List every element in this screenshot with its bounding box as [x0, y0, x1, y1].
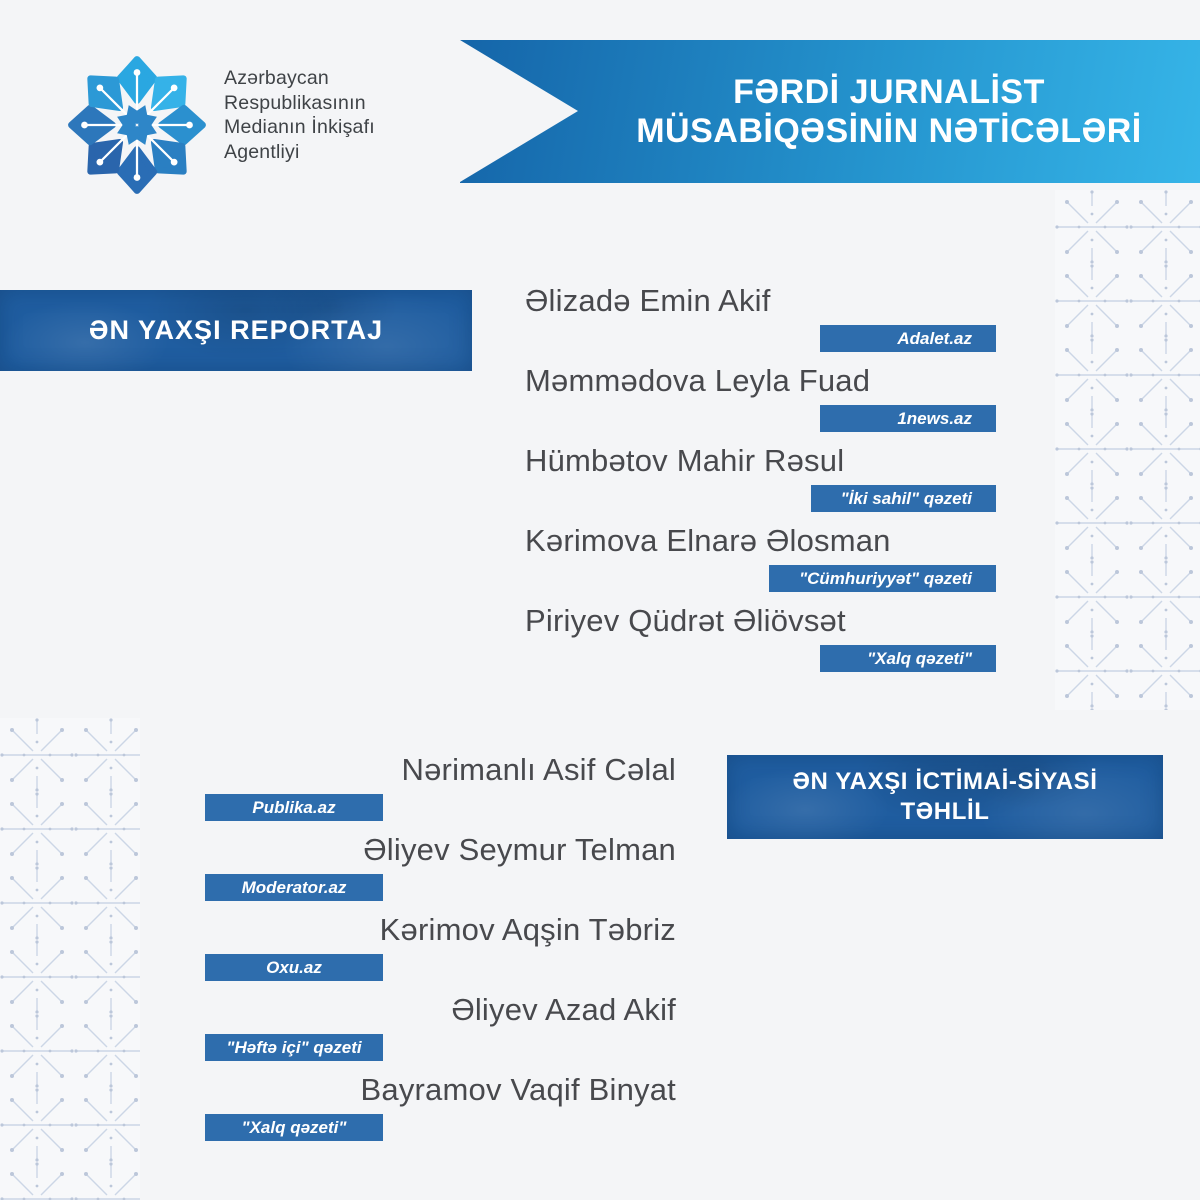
list-item: Kərimova Elnarə Əlosman "Cümhuriyyət" qə…: [525, 521, 996, 601]
winner-name: Əliyev Azad Akif: [451, 992, 676, 1027]
outlet-name: "Xalq qəzeti": [241, 1117, 347, 1137]
winner-name: Nərimanlı Asif Cəlal: [401, 752, 676, 787]
winner-name: Bayramov Vaqif Binyat: [360, 1072, 676, 1107]
poster-title: FƏRDİ JURNALİST MÜSABİQƏSİNİN NƏTİCƏLƏRİ: [636, 73, 1142, 151]
section-label: ƏN YAXŞI İCTİMAİ-SİYASİ TƏHLİL: [792, 767, 1097, 827]
winner-name: Əliyev Seymur Telman: [363, 832, 676, 867]
outlet-badge: "Cümhuriyyət" qəzeti: [769, 565, 996, 592]
outlet-name: "İki sahil" qəzeti: [840, 488, 972, 508]
winner-name: Piriyev Qüdrət Əliövsət: [525, 603, 846, 638]
reportaj-winner-list: Əlizadə Emin Akif Adalet.az Məmmədova Le…: [525, 281, 996, 681]
winner-name: Əlizadə Emin Akif: [525, 283, 771, 318]
geometric-pattern-icon: [1055, 190, 1200, 710]
outlet-badge: "İki sahil" qəzeti: [810, 485, 996, 512]
tehlil-winner-list: Nərimanlı Asif Cəlal Publika.az Əliyev S…: [205, 750, 676, 1150]
agency-name-line: Medianın İnkişafı: [224, 116, 375, 138]
list-item: Əliyev Seymur Telman Moderator.az: [205, 830, 676, 910]
list-item: Əliyev Azad Akif "Həftə içi" qəzeti: [205, 990, 676, 1070]
list-item: Kərimov Aqşin Təbriz Oxu.az: [205, 910, 676, 990]
section-banner-tehlil: ƏN YAXŞI İCTİMAİ-SİYASİ TƏHLİL: [727, 755, 1163, 839]
outlet-name: "Xalq qəzeti": [867, 648, 972, 668]
section-banner-reportaj: ƏN YAXŞI REPORTAJ: [0, 290, 472, 371]
outlet-badge: Publika.az: [205, 794, 383, 821]
agency-name-line: Respublikasının: [224, 91, 366, 114]
winner-name: Hümbətov Mahir Rəsul: [525, 443, 845, 478]
outlet-badge: Moderator.az: [205, 874, 383, 901]
outlet-badge: "Həftə içi" qəzeti: [205, 1034, 383, 1061]
outlet-name: Oxu.az: [266, 957, 322, 977]
agency-name-line: Azərbaycan: [224, 67, 329, 89]
outlet-badge: "Xalq qəzeti": [205, 1114, 383, 1141]
list-item: Hümbətov Mahir Rəsul "İki sahil" qəzeti: [525, 441, 996, 521]
header-ribbon: FƏRDİ JURNALİST MÜSABİQƏSİNİN NƏTİCƏLƏRİ: [460, 40, 1200, 183]
agency-name: Azərbaycan Respublikasının Medianın İnki…: [224, 66, 375, 164]
section-label: ƏN YAXŞI REPORTAJ: [88, 315, 384, 345]
outlet-name: "Cümhuriyyət" qəzeti: [799, 568, 972, 588]
poster-title-line1: FƏRDİ JURNALİST: [733, 72, 1045, 111]
outlet-name: Moderator.az: [241, 877, 347, 897]
section-label-line2: TƏHLİL: [900, 798, 990, 825]
media-agency-logo: [68, 56, 206, 194]
outlet-badge: 1news.az: [820, 405, 996, 432]
pattern-panel-bottom-left: [0, 718, 140, 1200]
agency-brand: Azərbaycan Respublikasının Medianın İnki…: [62, 50, 375, 200]
list-item: Nərimanlı Asif Cəlal Publika.az: [205, 750, 676, 830]
outlet-badge: Adalet.az: [820, 325, 996, 352]
pattern-panel-top-right: [1055, 190, 1200, 710]
outlet-name: Publika.az: [252, 797, 336, 817]
agency-name-line: Agentliyi: [224, 140, 300, 163]
winner-name: Kərimov Aqşin Təbriz: [379, 912, 676, 947]
outlet-name: 1news.az: [897, 408, 972, 428]
outlet-badge: Oxu.az: [205, 954, 383, 981]
list-item: Məmmədova Leyla Fuad 1news.az: [525, 361, 996, 441]
winner-name: Kərimova Elnarə Əlosman: [525, 523, 891, 558]
outlet-badge: "Xalq qəzeti": [820, 645, 996, 672]
outlet-name: Adalet.az: [897, 328, 972, 348]
list-item: Piriyev Qüdrət Əliövsət "Xalq qəzeti": [525, 601, 996, 681]
section-label-line1: ƏN YAXŞI İCTİMAİ-SİYASİ: [792, 768, 1098, 795]
outlet-name: "Həftə içi" qəzeti: [226, 1037, 362, 1057]
geometric-pattern-icon: [0, 718, 140, 1200]
list-item: Əlizadə Emin Akif Adalet.az: [525, 281, 996, 361]
ribbon-notch-triangle: [460, 40, 578, 182]
poster-title-line2: MÜSABİQƏSİNİN NƏTİCƏLƏRİ: [636, 111, 1142, 150]
winner-name: Məmmədova Leyla Fuad: [525, 363, 871, 398]
list-item: Bayramov Vaqif Binyat "Xalq qəzeti": [205, 1070, 676, 1150]
